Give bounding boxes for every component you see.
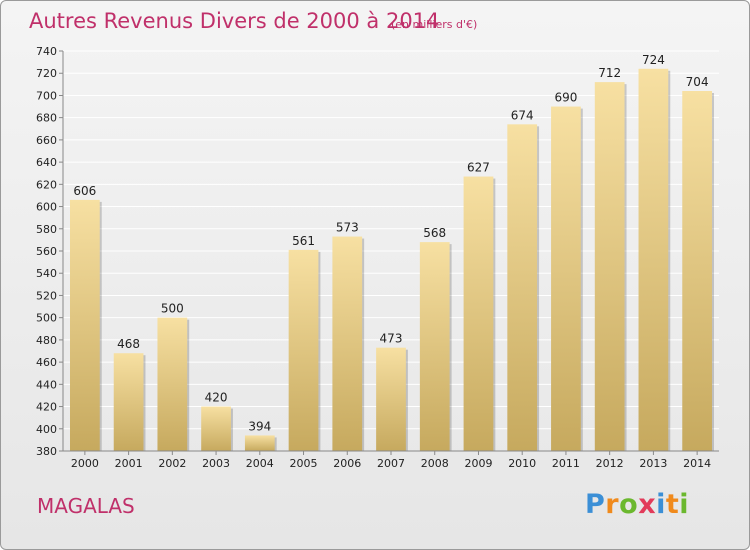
- bar-value-label: 473: [380, 332, 403, 346]
- bar: [507, 124, 538, 451]
- bar-value-label: 690: [554, 91, 577, 105]
- chart-subtitle: (en milliers d'€): [391, 18, 478, 31]
- x-tick-label: 2003: [202, 457, 230, 470]
- y-tick-label: 740: [36, 45, 57, 58]
- y-tick-label: 440: [36, 378, 57, 391]
- bar-value-label: 500: [161, 302, 184, 316]
- bar-value-label: 674: [511, 108, 534, 122]
- bar-value-label: 724: [642, 53, 665, 67]
- bar: [157, 317, 188, 451]
- y-tick-label: 660: [36, 134, 57, 147]
- bar: [638, 68, 669, 452]
- y-tick-label: 400: [36, 423, 57, 436]
- bar-value-label: 394: [248, 419, 271, 433]
- x-tick-label: 2007: [377, 457, 405, 470]
- bar: [201, 406, 231, 451]
- bar: [288, 249, 319, 451]
- logo-letter: i: [679, 489, 690, 520]
- x-tick-label: 2010: [508, 457, 536, 470]
- bar: [332, 236, 363, 451]
- logo-letter: t: [665, 489, 680, 520]
- logo-letter: x: [638, 489, 657, 520]
- x-tick-label: 2002: [158, 457, 186, 470]
- bar-value-label: 468: [117, 337, 140, 351]
- bar: [376, 347, 406, 451]
- bar-value-label: 561: [292, 234, 315, 248]
- y-tick-label: 720: [36, 67, 57, 80]
- bar: [69, 199, 100, 451]
- y-axis-ticks: 380 400 420 440 460 480 500 520 540 560 580 600 620 6…: [36, 45, 719, 458]
- bar-value-label: 627: [467, 161, 490, 175]
- x-tick-label: 2012: [596, 457, 624, 470]
- x-tick-label: 2008: [421, 457, 449, 470]
- y-tick-label: 600: [36, 201, 57, 214]
- x-tick-label: 2004: [246, 457, 274, 470]
- bar: [551, 106, 581, 452]
- y-tick-label: 380: [36, 445, 57, 458]
- commune-name: MAGALAS: [37, 494, 135, 518]
- x-axis-ticks: 2000 2001 2002 2003 2004 2005 2006 2007 2008 2009…: [71, 451, 711, 470]
- y-tick-label: 420: [36, 401, 57, 414]
- bar: [113, 353, 144, 451]
- y-tick-label: 560: [36, 245, 57, 258]
- bars: [69, 68, 715, 452]
- bar: [463, 176, 494, 452]
- x-tick-label: 2009: [464, 457, 492, 470]
- bar: [682, 91, 713, 451]
- value-labels: 606 468 500 420 394 561 573 473 568 627 674 690 712 7…: [73, 53, 708, 434]
- proxiti-logo[interactable]: Proxiti: [585, 489, 689, 520]
- bar-value-label: 712: [598, 66, 621, 80]
- x-tick-label: 2001: [115, 457, 143, 470]
- logo-letter: P: [585, 489, 606, 520]
- x-tick-label: 2014: [683, 457, 711, 470]
- y-tick-label: 460: [36, 356, 57, 369]
- x-tick-label: 2011: [552, 457, 580, 470]
- y-tick-label: 680: [36, 112, 57, 125]
- x-tick-label: 2013: [639, 457, 667, 470]
- y-tick-label: 640: [36, 156, 57, 169]
- bar: [419, 242, 450, 451]
- y-tick-label: 580: [36, 223, 57, 236]
- x-tick-label: 2005: [290, 457, 318, 470]
- y-tick-label: 540: [36, 267, 57, 280]
- y-tick-label: 500: [36, 312, 57, 325]
- bar: [594, 82, 625, 451]
- y-tick-label: 480: [36, 334, 57, 347]
- bar-value-label: 704: [686, 75, 709, 89]
- bar-value-label: 568: [423, 226, 446, 240]
- bar-value-label: 573: [336, 221, 359, 235]
- x-tick-label: 2000: [71, 457, 99, 470]
- logo-letter: o: [619, 489, 639, 520]
- logo-letter: r: [605, 489, 620, 520]
- bar-value-label: 420: [205, 391, 228, 405]
- y-tick-label: 520: [36, 289, 57, 302]
- y-tick-label: 700: [36, 89, 57, 102]
- y-tick-label: 620: [36, 178, 57, 191]
- bar: [244, 435, 275, 451]
- logo-letter: i: [656, 489, 666, 520]
- x-tick-label: 2006: [333, 457, 361, 470]
- bar-value-label: 606: [73, 184, 96, 198]
- chart-title: Autres Revenus Divers de 2000 à 2014: [29, 9, 440, 33]
